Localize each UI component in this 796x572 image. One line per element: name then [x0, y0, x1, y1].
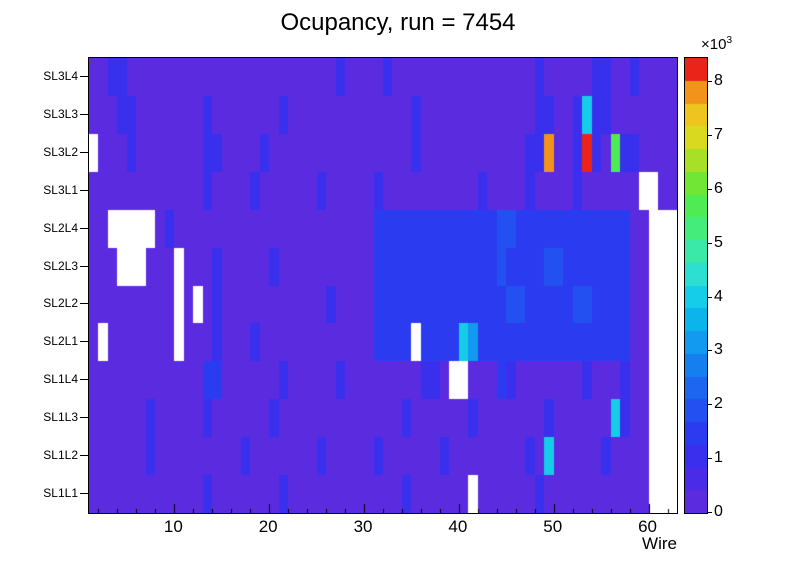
y-axis-tick	[80, 190, 88, 191]
y-axis-tick	[80, 76, 88, 77]
z-axis-tick	[708, 243, 712, 244]
colorbar-scale-label: ×103	[701, 35, 732, 53]
y-axis-label: SL2L3	[43, 258, 78, 273]
y-axis-label: SL1L2	[43, 448, 78, 463]
z-axis-tick	[708, 404, 712, 405]
y-axis-label: SL3L2	[43, 144, 78, 159]
y-axis-tick	[80, 266, 88, 267]
z-tick-label: 4	[714, 287, 723, 305]
y-axis-label: SL3L3	[43, 106, 78, 121]
z-axis-tick	[708, 135, 712, 136]
z-tick-label: 5	[714, 233, 723, 251]
y-axis-label: SL2L2	[43, 296, 78, 311]
z-axis-tick	[708, 189, 712, 190]
y-axis-tick	[80, 455, 88, 456]
y-axis-tick	[80, 152, 88, 153]
heatmap-canvas	[89, 58, 677, 513]
z-tick-label: 6	[714, 179, 723, 197]
y-axis-tick	[80, 303, 88, 304]
y-axis-tick	[80, 341, 88, 342]
x-tick-label: 10	[163, 517, 183, 536]
x-tick-label: 30	[353, 517, 373, 536]
chart-title: Ocupancy, run = 7454	[280, 9, 516, 36]
x-tick-label: 40	[448, 517, 468, 536]
colorbar	[684, 57, 708, 514]
y-axis-tick	[80, 114, 88, 115]
y-axis-label: SL1L3	[43, 410, 78, 425]
y-axis-tick	[80, 228, 88, 229]
y-axis-tick	[80, 379, 88, 380]
z-tick-label: 8	[714, 72, 723, 90]
z-tick-label: 2	[714, 395, 723, 413]
z-tick-label: 1	[714, 449, 723, 467]
plot-frame	[88, 57, 678, 514]
z-tick-label: 3	[714, 341, 723, 359]
z-axis-tick	[708, 350, 712, 351]
x-tick-label: 50	[543, 517, 563, 536]
y-axis-label: SL2L4	[43, 220, 78, 235]
x-tick-label: 20	[258, 517, 278, 536]
z-axis-tick	[708, 297, 712, 298]
y-axis-tick	[80, 417, 88, 418]
z-axis-tick	[708, 458, 712, 459]
y-axis-label: SL3L4	[43, 68, 78, 83]
y-axis-tick	[80, 493, 88, 494]
y-axis-label: SL1L1	[43, 486, 78, 501]
x-axis-title: Wire	[642, 534, 677, 553]
z-tick-label: 0	[714, 503, 723, 520]
y-axis-label: SL1L4	[43, 372, 78, 387]
y-axis-label: SL2L1	[43, 334, 78, 349]
z-tick-label: 7	[714, 126, 723, 144]
scale-mantissa: ×10	[701, 36, 727, 53]
y-axis-label: SL3L1	[43, 182, 78, 197]
z-axis-tick	[708, 81, 712, 82]
z-axis-tick	[708, 512, 712, 513]
x-tick-label: 60	[638, 517, 657, 536]
scale-exponent: 3	[726, 35, 733, 46]
